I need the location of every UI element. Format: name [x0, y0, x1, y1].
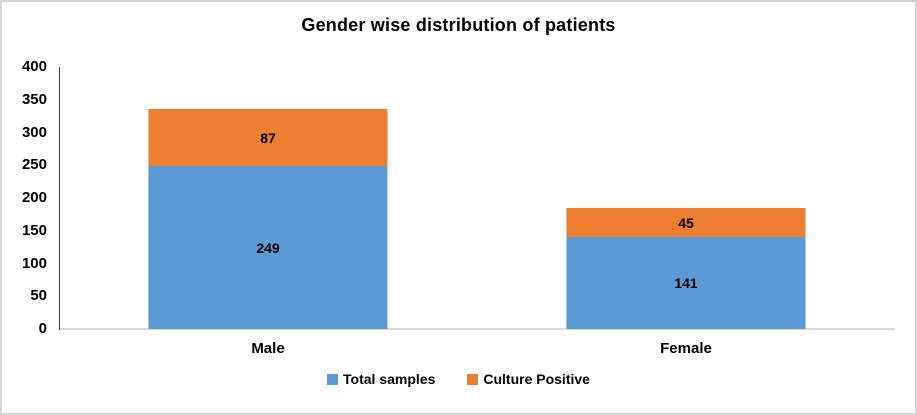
y-tick-label: 100 — [21, 254, 47, 272]
y-tick-label: 350 — [21, 90, 47, 108]
y-tick-label: 150 — [21, 221, 47, 239]
data-label: 141 — [674, 275, 698, 291]
legend-swatch-icon — [467, 373, 479, 385]
y-axis-line — [59, 67, 60, 330]
bar-segment-culture-positive: 45 — [566, 208, 806, 237]
y-tick-label: 200 — [21, 189, 47, 206]
category-slot-male: 249 87 — [59, 67, 477, 329]
category-slot-female: 141 45 — [477, 67, 895, 329]
bar-segment-total-samples: 141 — [566, 237, 806, 329]
legend: Total samples Culture Positive — [2, 371, 915, 387]
y-tick-label: 300 — [21, 123, 47, 141]
x-axis-line — [59, 328, 895, 330]
legend-label: Total samples — [343, 371, 436, 387]
data-label: 87 — [260, 129, 276, 146]
x-category-label: Male — [251, 340, 285, 357]
y-tick-label: 400 — [21, 58, 47, 75]
legend-item: Culture Positive — [467, 371, 590, 387]
legend-swatch-icon — [327, 373, 339, 385]
bar-segment-culture-positive: 87 — [148, 109, 388, 166]
plot-area: 249 87 141 45 — [59, 67, 895, 330]
y-axis-labels: 0 50 100 150 200 250 300 350 400 — [2, 58, 47, 337]
stacked-bar-female: 141 45 — [566, 208, 806, 329]
legend-item: Total samples — [327, 371, 435, 387]
legend-label: Culture Positive — [483, 371, 590, 387]
y-tick-label: 250 — [21, 156, 47, 174]
y-tick-label: 50 — [30, 287, 47, 305]
data-label: 249 — [256, 239, 280, 256]
stacked-bar-male: 249 87 — [148, 109, 388, 329]
x-axis-labels: Male Female — [59, 340, 895, 357]
data-label: 45 — [678, 214, 694, 231]
y-tick-label: 0 — [38, 320, 47, 337]
chart-title: Gender wise distribution of patients — [301, 15, 616, 35]
x-category-label: Female — [660, 340, 712, 357]
bar-segment-total-samples: 249 — [148, 166, 388, 329]
